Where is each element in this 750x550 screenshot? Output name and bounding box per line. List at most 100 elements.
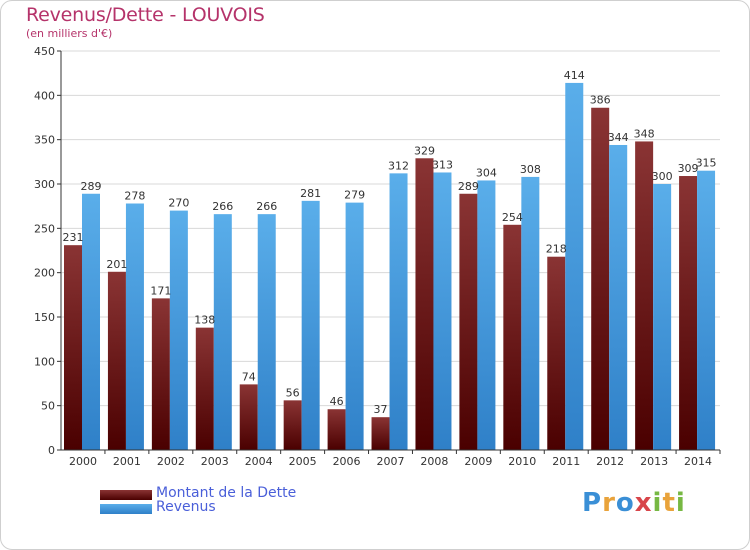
data-label-debt-2012: 386 xyxy=(590,94,611,107)
bar-revenue-2006 xyxy=(345,202,364,450)
y-tick-label: 350 xyxy=(34,134,55,147)
bar-debt-2009 xyxy=(459,193,478,450)
bar-revenue-2014 xyxy=(697,170,716,450)
bar-debt-2007 xyxy=(371,417,390,450)
x-tick-label-2010: 2010 xyxy=(508,455,536,468)
bar-debt-2006 xyxy=(327,409,346,450)
legend-swatch-debt xyxy=(100,490,152,500)
bar-debt-2005 xyxy=(283,400,302,450)
data-label-debt-2013: 348 xyxy=(634,127,655,140)
data-label-debt-2010: 254 xyxy=(502,211,523,224)
legend-label-debt: Montant de la Dette xyxy=(156,485,297,501)
y-tick-label: 300 xyxy=(34,178,55,191)
logo-letter-2: o xyxy=(615,488,635,518)
logo-letter-4: i xyxy=(652,488,663,518)
x-tick-label-2005: 2005 xyxy=(289,455,317,468)
bar-debt-2004 xyxy=(239,384,258,450)
data-label-revenue-2008: 313 xyxy=(432,158,453,171)
data-label-debt-2001: 201 xyxy=(106,258,127,271)
legend-swatch-revenue xyxy=(100,504,152,514)
data-label-revenue-2002: 270 xyxy=(168,197,189,210)
data-label-debt-2014: 309 xyxy=(678,162,699,175)
data-label-debt-2009: 289 xyxy=(458,180,479,193)
x-tick-label-2004: 2004 xyxy=(245,455,273,468)
bar-debt-2014 xyxy=(679,176,698,450)
x-tick-label-2012: 2012 xyxy=(596,455,624,468)
chart-subtitle: (en milliers d'€) xyxy=(26,27,113,40)
bar-debt-2001 xyxy=(107,271,126,450)
logo-letter-0: P xyxy=(582,488,603,518)
data-label-debt-2003: 138 xyxy=(194,314,215,327)
chart-title: Revenus/Dette - LOUVOIS xyxy=(26,4,265,26)
data-label-debt-2011: 218 xyxy=(546,243,567,256)
data-label-revenue-2006: 279 xyxy=(344,189,365,202)
bar-revenue-2011 xyxy=(565,82,584,451)
bar-revenue-2000 xyxy=(82,193,100,450)
bar-revenue-2007 xyxy=(389,173,408,451)
x-tick-label-2007: 2007 xyxy=(377,455,405,468)
y-tick-label: 200 xyxy=(34,267,55,280)
data-label-debt-2005: 56 xyxy=(286,386,300,399)
bar-revenue-2012 xyxy=(609,144,628,450)
x-tick-label-2002: 2002 xyxy=(157,455,185,468)
bar-debt-2012 xyxy=(591,107,610,450)
x-tick-label-2001: 2001 xyxy=(113,455,141,468)
data-label-revenue-2004: 266 xyxy=(256,200,277,213)
bar-debt-2000 xyxy=(64,245,82,450)
data-label-debt-2002: 171 xyxy=(150,284,171,297)
data-label-debt-2006: 46 xyxy=(330,395,344,408)
data-label-revenue-2012: 344 xyxy=(608,131,629,144)
bar-debt-2011 xyxy=(547,256,566,450)
data-label-revenue-2000: 289 xyxy=(81,180,102,193)
bar-revenue-2002 xyxy=(169,210,188,450)
proxiti-logo: Proxiti xyxy=(582,488,686,518)
y-tick-label: 100 xyxy=(34,355,55,368)
x-tick-label-2011: 2011 xyxy=(552,455,580,468)
data-label-revenue-2001: 278 xyxy=(124,190,145,203)
logo-letter-3: x xyxy=(634,488,653,518)
y-tick-label: 50 xyxy=(41,400,55,413)
bar-debt-2008 xyxy=(415,158,434,450)
y-tick-label: 150 xyxy=(34,311,55,324)
data-label-revenue-2007: 312 xyxy=(388,159,409,172)
y-tick-label: 450 xyxy=(34,45,55,58)
data-label-debt-2007: 37 xyxy=(374,403,388,416)
data-label-debt-2004: 74 xyxy=(242,370,256,383)
data-label-revenue-2011: 414 xyxy=(564,69,585,82)
logo-letter-5: t xyxy=(662,488,676,518)
data-label-revenue-2013: 300 xyxy=(652,170,673,183)
data-label-debt-2000: 231 xyxy=(63,231,84,244)
x-tick-label-2008: 2008 xyxy=(420,455,448,468)
bar-debt-2013 xyxy=(635,141,654,450)
logo-letter-6: i xyxy=(675,488,686,518)
x-tick-label-2003: 2003 xyxy=(201,455,229,468)
data-label-debt-2008: 329 xyxy=(414,144,435,157)
data-label-revenue-2010: 308 xyxy=(520,163,541,176)
bar-revenue-2001 xyxy=(125,203,144,450)
data-label-revenue-2009: 304 xyxy=(476,166,497,179)
data-label-revenue-2003: 266 xyxy=(212,200,233,213)
bar-revenue-2008 xyxy=(433,172,452,450)
data-label-revenue-2005: 281 xyxy=(300,187,321,200)
legend-label-revenue: Revenus xyxy=(156,499,216,515)
axes: 0 50 100 150 200 250 300 350 400 450 2000 2001 2002 2… xyxy=(34,45,721,468)
bar-debt-2010 xyxy=(503,224,522,450)
x-tick-label-2000: 2000 xyxy=(69,455,97,468)
bar-revenue-2005 xyxy=(301,200,320,450)
x-tick-label-2014: 2014 xyxy=(684,455,712,468)
x-tick-label-2013: 2013 xyxy=(640,455,668,468)
bar-revenue-2009 xyxy=(477,180,496,450)
x-tick-label-2006: 2006 xyxy=(333,455,361,468)
bar-revenue-2013 xyxy=(653,184,672,450)
y-tick-label: 250 xyxy=(34,222,55,235)
bars xyxy=(64,82,716,451)
logo-letter-1: r xyxy=(602,488,616,518)
x-tick-label-2009: 2009 xyxy=(464,455,492,468)
data-labels: 231 289 201 278 171 270 138 266 74 266 56 281 46 279 3… xyxy=(63,69,717,416)
bar-debt-2003 xyxy=(195,327,214,450)
data-label-revenue-2014: 315 xyxy=(696,157,717,170)
bar-debt-2002 xyxy=(151,298,170,450)
y-tick-label: 0 xyxy=(48,444,55,457)
bar-revenue-2010 xyxy=(521,176,540,450)
